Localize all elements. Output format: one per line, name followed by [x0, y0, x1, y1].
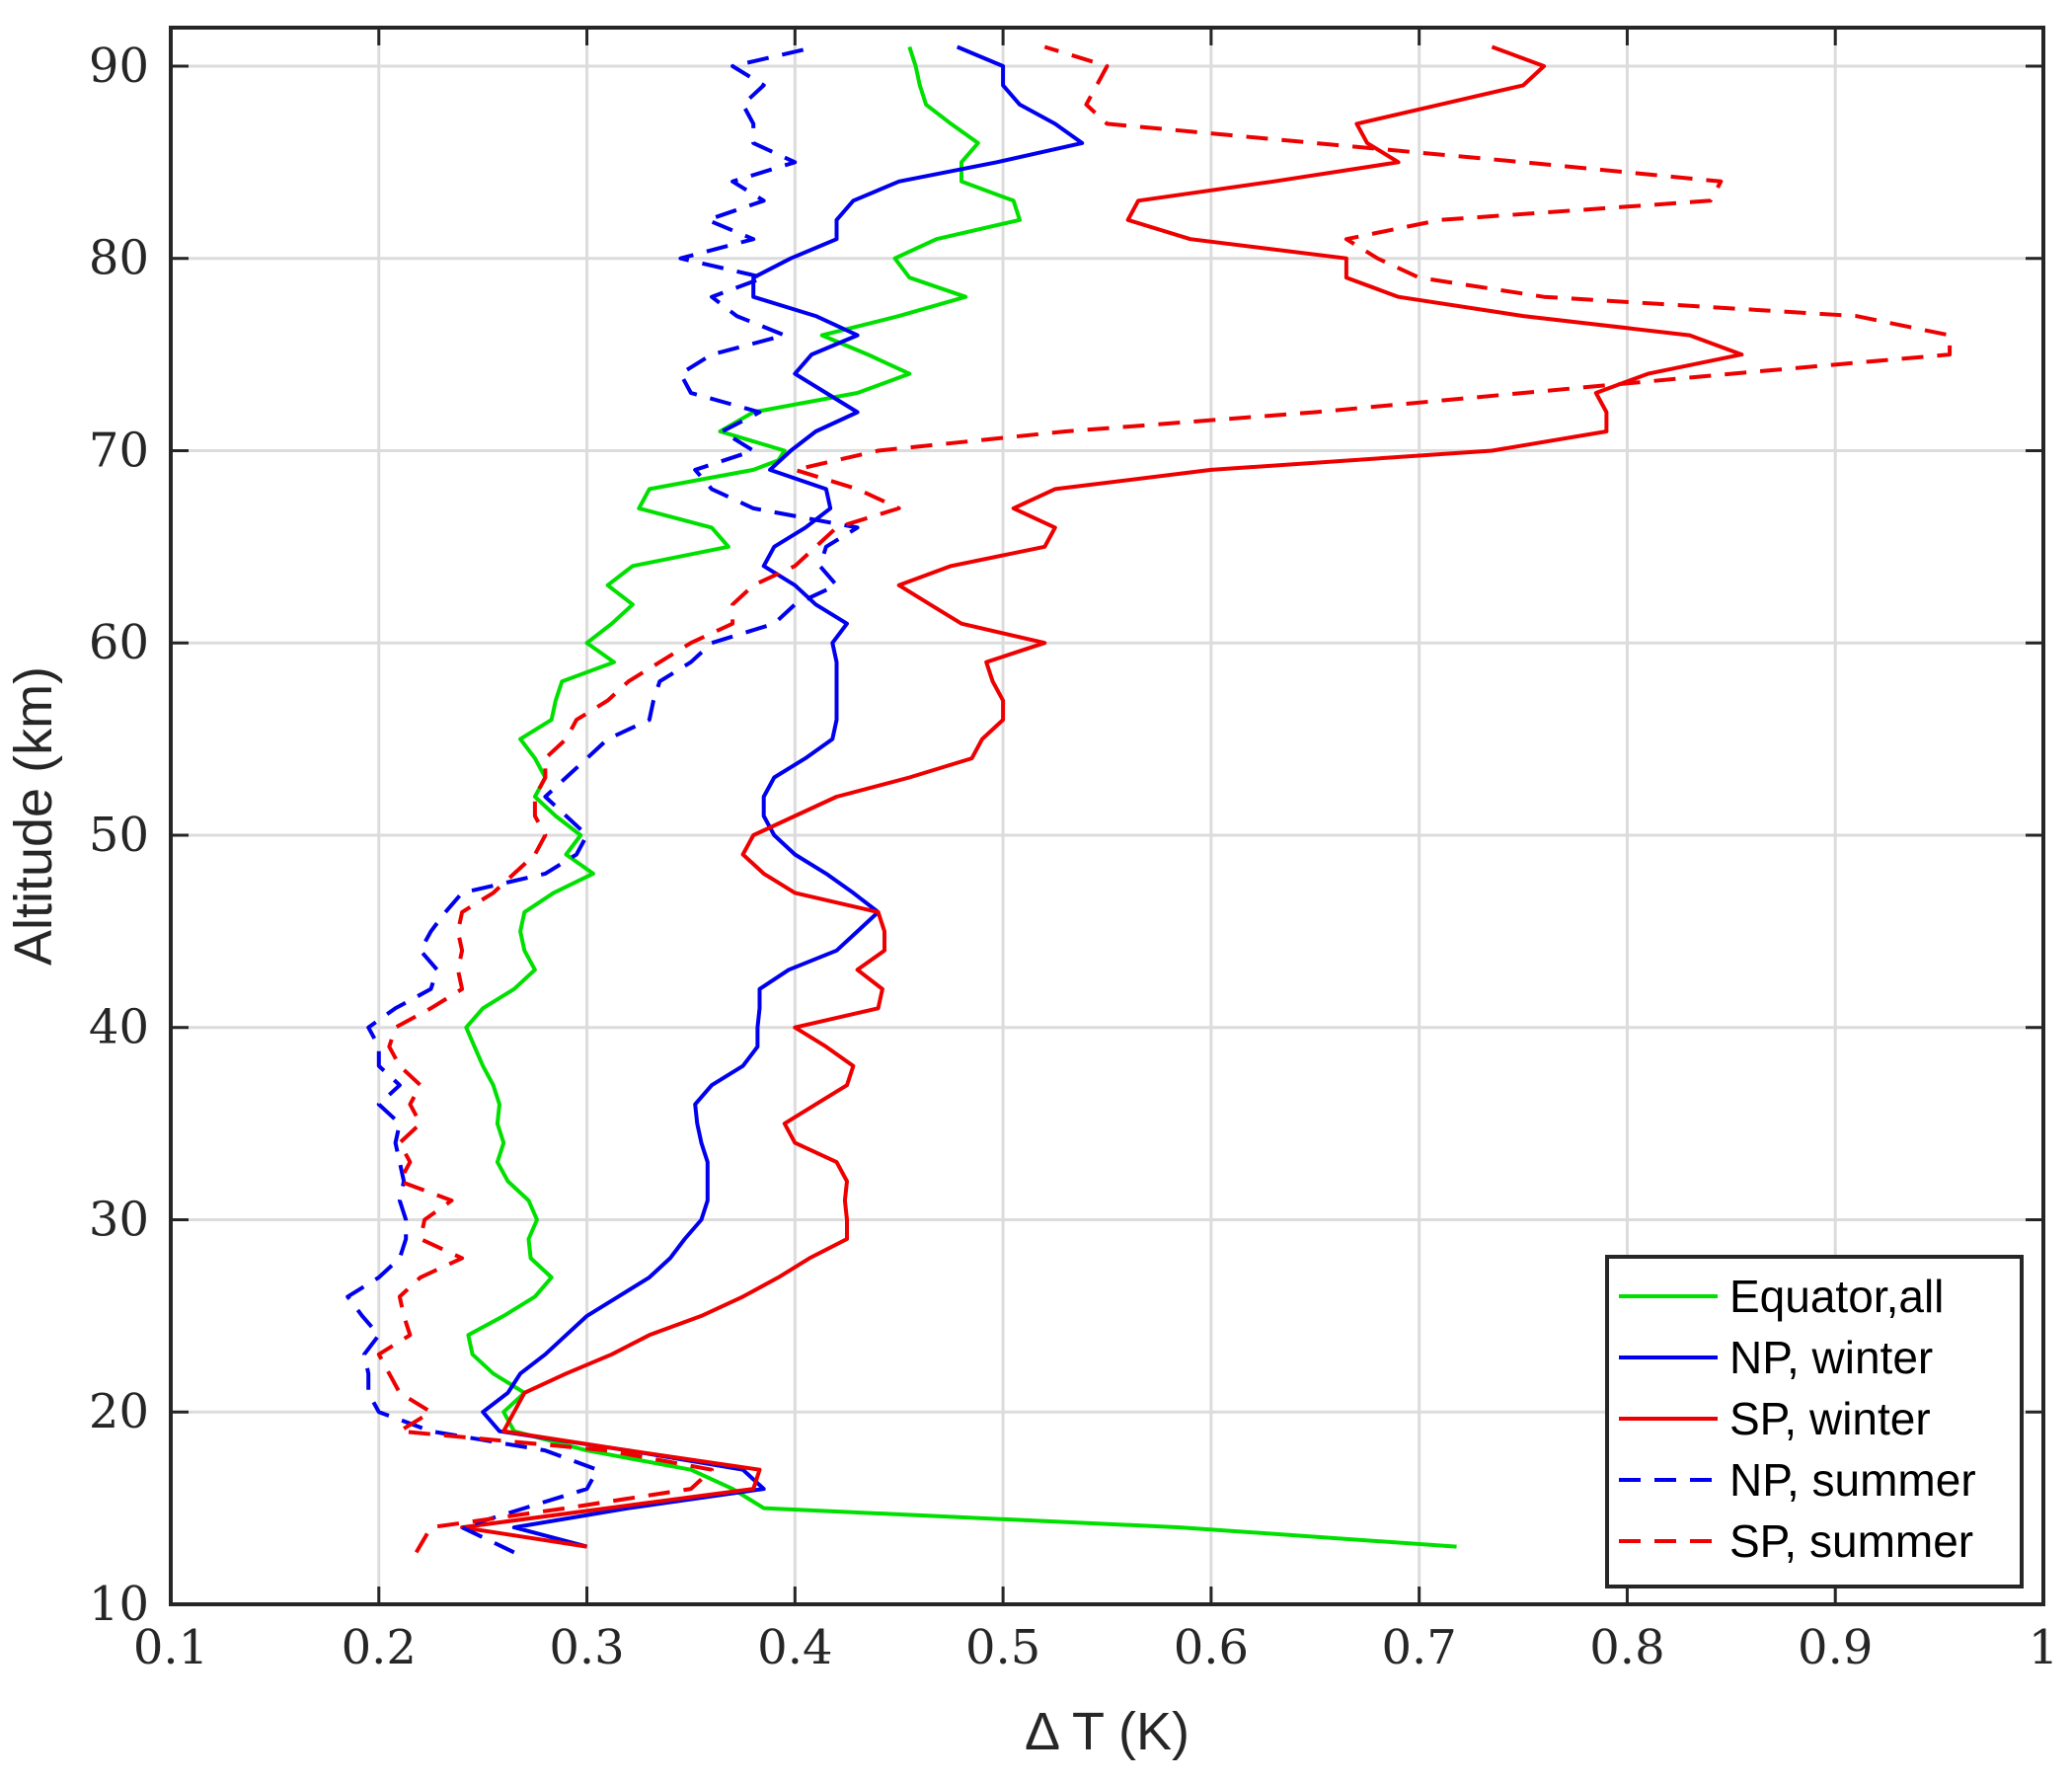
x-tick-label: 0.4 [757, 1620, 832, 1675]
y-tick-label: 90 [89, 39, 149, 94]
legend-label: NP, winter [1729, 1332, 1933, 1383]
series-line-np-summer [345, 44, 860, 1555]
series-line-sp-summer [376, 44, 1953, 1554]
x-axis-label: Δ T (K) [1025, 1702, 1189, 1761]
y-tick-label: 20 [89, 1384, 149, 1439]
y-tick-label: 10 [89, 1577, 149, 1632]
y-tick-label: 50 [89, 808, 149, 863]
y-tick-label: 80 [89, 231, 149, 286]
legend-label: NP, summer [1729, 1454, 1976, 1506]
x-tick-label: 0.3 [549, 1620, 624, 1675]
x-tick-label: 0.6 [1174, 1620, 1249, 1675]
plot-frame [169, 26, 2045, 1606]
x-tick-label: 1 [2029, 1620, 2059, 1675]
legend-box [1605, 1255, 2024, 1588]
ticks [169, 28, 2045, 1606]
legend: Equator,all NP, winter SP, winter NP, summe… [1605, 1255, 2024, 1588]
y-axis-label: Altitude (km) [4, 666, 63, 966]
series-layer [345, 44, 1953, 1555]
x-tick-label: 0.9 [1798, 1620, 1873, 1675]
x-tick-label: 0.2 [342, 1620, 417, 1675]
x-tick-label: 0.5 [965, 1620, 1040, 1675]
tick-labels: 0.1 0.2 0.3 0.4 0.5 0.6 0.7 0.8 0.9 1 10 20 30 40 50 60… [89, 39, 2058, 1675]
legend-label: Equator,all [1729, 1271, 1944, 1322]
legend-label: SP, summer [1729, 1515, 1973, 1567]
x-tick-label: 0.7 [1381, 1620, 1456, 1675]
series-line-np-winter [481, 44, 1085, 1549]
x-tick-label: 0.1 [133, 1620, 208, 1675]
legend-label: SP, winter [1729, 1393, 1931, 1444]
y-tick-label: 30 [89, 1192, 149, 1247]
y-tick-label: 60 [89, 615, 149, 670]
y-tick-label: 70 [89, 423, 149, 478]
series-line-sp-winter [460, 44, 1744, 1549]
x-tick-label: 0.8 [1589, 1620, 1664, 1675]
y-tick-label: 40 [89, 1000, 149, 1055]
